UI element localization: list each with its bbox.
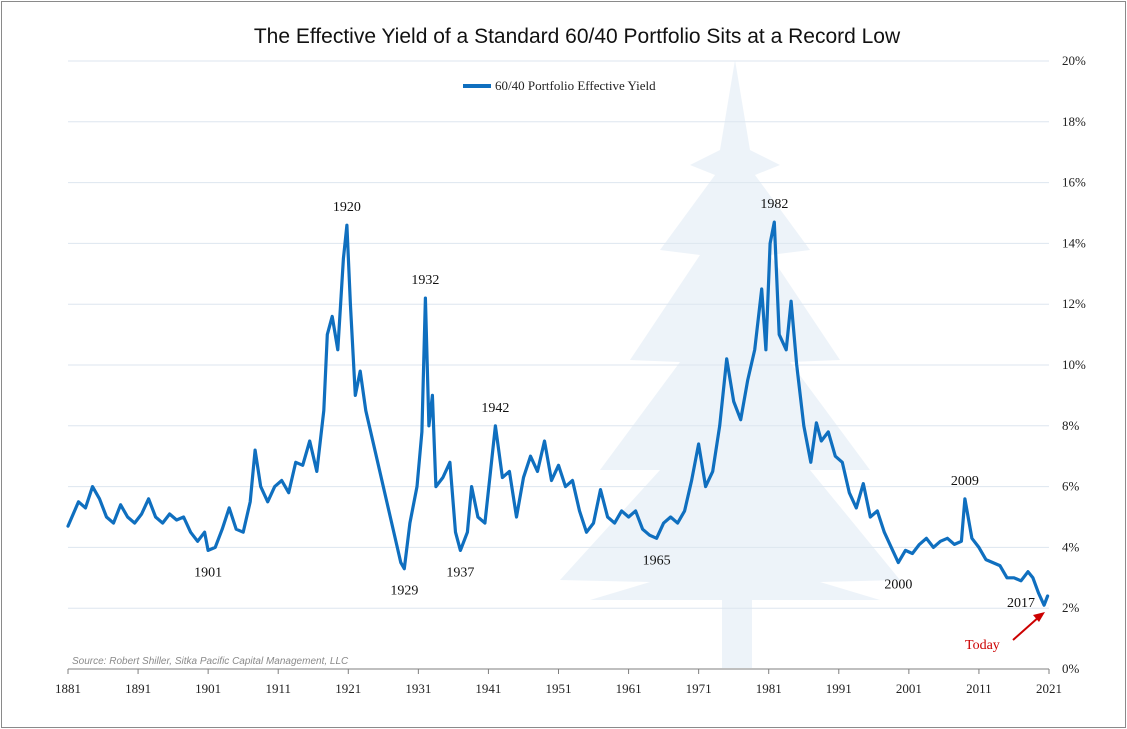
annotations-layer: 1901 1920 1929 1932 1937 1942 1965 1982 2000 2009… [194,197,1035,611]
today-arrowhead [1033,612,1045,622]
y-axis: 0% 2% 4% 6% 8% 10% 12% 14% 16% 18% 20% [1062,53,1086,676]
legend: 60/40 Portfolio Effective Yield [463,78,656,93]
year-annotation: 1965 [643,553,671,568]
year-annotation: 1901 [194,565,222,580]
x-tick-label: 1901 [195,681,221,696]
x-tick-label: 1971 [686,681,712,696]
series-layer [66,220,1050,607]
y-tick-label: 20% [1062,53,1086,68]
grid-lines [68,60,1049,609]
y-tick-label: 12% [1062,296,1086,311]
x-tick-label: 1921 [335,681,361,696]
x-tick-label: 2001 [896,681,922,696]
x-tick-label: 2021 [1036,681,1062,696]
y-tick-label: 10% [1062,357,1086,372]
year-annotation: 2017 [1007,596,1035,611]
x-axis: 1881 1891 1901 1911 1921 1931 1941 1951 1961 1971… [55,669,1062,696]
x-tick-label: 1911 [265,681,291,696]
x-tick-label: 1891 [125,681,151,696]
source-note: Source: Robert Shiller, Sitka Pacific Ca… [72,656,349,667]
today-label: Today [965,638,1000,653]
chart-title: The Effective Yield of a Standard 60/40 … [254,25,901,48]
x-tick-label: 2011 [966,681,992,696]
year-annotation: 1937 [446,565,474,580]
year-annotation: 1932 [411,273,439,288]
year-annotation: 1982 [760,197,788,212]
today-callout: Today [965,612,1045,653]
y-tick-label: 6% [1062,479,1080,494]
year-annotation: 1920 [333,200,361,215]
y-tick-label: 0% [1062,661,1080,676]
y-tick-label: 2% [1062,600,1080,615]
x-tick-label: 1991 [826,681,852,696]
x-tick-label: 1981 [756,681,782,696]
year-annotation: 1929 [390,584,418,599]
tree-watermark [560,60,900,668]
y-tick-label: 16% [1062,175,1086,190]
series-line [66,220,1050,607]
year-annotation: 2000 [884,578,912,593]
x-tick-label: 1951 [546,681,572,696]
x-tick-label: 1961 [616,681,642,696]
x-tick-label: 1931 [405,681,431,696]
today-arrow [1012,615,1041,641]
y-tick-label: 4% [1062,539,1080,554]
y-tick-label: 18% [1062,114,1086,129]
x-tick-label: 1881 [55,681,81,696]
y-tick-label: 14% [1062,235,1086,250]
year-annotation: 2009 [951,474,979,489]
year-annotation: 1942 [481,401,509,416]
y-tick-label: 8% [1062,418,1080,433]
x-tick-label: 1941 [475,681,501,696]
legend-label: 60/40 Portfolio Effective Yield [495,78,656,93]
